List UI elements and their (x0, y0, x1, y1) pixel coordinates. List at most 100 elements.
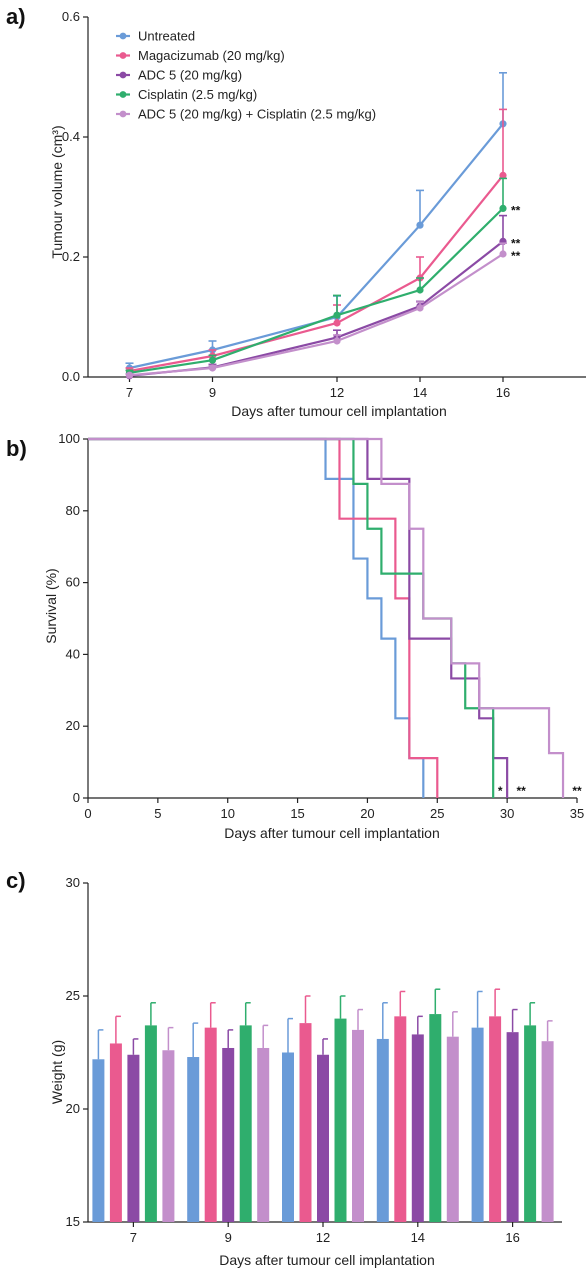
x-tick-label: 7 (126, 385, 133, 400)
x-tick-label: 0 (84, 806, 91, 821)
panel-a-label: a) (6, 4, 26, 29)
y-tick-label: 20 (66, 1101, 80, 1116)
data-point (208, 356, 217, 364)
bar (352, 1029, 364, 1222)
x-tick-label: 16 (505, 1230, 519, 1245)
bar (376, 1038, 389, 1222)
data-point (416, 221, 424, 229)
survival-curve (88, 437, 565, 798)
data-point (333, 319, 341, 327)
y-tick-label: 0.4 (62, 129, 80, 144)
panel-c-x-axis-label: Days after tumour cell implantation (219, 1252, 435, 1268)
x-tick-label: 9 (225, 1230, 232, 1245)
data-point (499, 171, 507, 179)
bar (92, 1059, 105, 1222)
panel-c-label: c) (6, 868, 26, 893)
panel-b-x-axis-label: Days after tumour cell implantation (224, 825, 440, 841)
y-tick-label: 40 (66, 646, 80, 661)
y-tick-label: 25 (66, 988, 80, 1003)
y-tick-label: 0 (73, 790, 80, 805)
y-tick-label: 15 (66, 1214, 80, 1229)
bar (411, 1034, 424, 1222)
panel-a-legend: Untreated Magacizumab (20 mg/kg) ADC 5 (20… (116, 29, 376, 122)
bar (239, 1025, 252, 1222)
legend-marker (119, 71, 127, 79)
x-tick-label: 15 (290, 806, 304, 821)
x-tick-label: 10 (220, 806, 234, 821)
bar (282, 1052, 294, 1222)
bar (257, 1047, 270, 1222)
bar (127, 1054, 140, 1222)
bar (489, 1016, 502, 1222)
y-tick-label: 0.2 (62, 249, 80, 264)
bar (471, 1027, 484, 1222)
x-tick-label: 5 (154, 806, 161, 821)
bar (541, 1041, 554, 1222)
bar (162, 1050, 175, 1222)
y-tick-label: 30 (66, 875, 80, 890)
y-tick-label: 80 (66, 503, 80, 518)
x-tick-label: 25 (430, 806, 444, 821)
data-point (333, 311, 341, 319)
x-tick-label: 20 (360, 806, 374, 821)
panel-a-axes: 0.0 0.2 0.4 0.6 7 9 12 14 16 (62, 9, 586, 400)
x-tick-label: 12 (330, 385, 344, 400)
bar (317, 1054, 329, 1222)
legend-marker (119, 110, 127, 118)
bar (524, 1025, 537, 1222)
panel-b-survival-chart: b) Survival (%) Days after tumour cell i… (6, 431, 584, 841)
bar (222, 1047, 235, 1222)
significance-marker: ** (511, 236, 521, 250)
legend-entry: Untreated (138, 29, 195, 44)
legend-entry: Magacizumab (20 mg/kg) (138, 48, 285, 63)
y-tick-label: 100 (58, 431, 80, 446)
panel-c-weight-chart: c) Weight (g) Days after tumour cell imp… (6, 868, 562, 1268)
data-point (416, 304, 424, 312)
significance-marker: ** (516, 784, 526, 798)
panel-c-plot-area (92, 988, 554, 1222)
data-point (208, 364, 217, 372)
panel-b-plot-area: * ** ** (88, 437, 582, 798)
panel-c-axes: 15 20 25 30 7 9 12 14 16 (66, 875, 562, 1245)
bar (446, 1036, 459, 1222)
y-tick-label: 0.6 (62, 9, 80, 24)
survival-curve (88, 437, 425, 798)
legend-entry: ADC 5 (20 mg/kg) + Cisplatin (2.5 mg/kg) (138, 107, 376, 122)
x-tick-label: 7 (130, 1230, 137, 1245)
bar (187, 1057, 200, 1222)
legend-marker (119, 52, 127, 59)
x-tick-label: 16 (496, 385, 510, 400)
legend-marker (119, 91, 127, 98)
bar (429, 1014, 442, 1222)
x-tick-label: 14 (411, 1230, 425, 1245)
data-point (499, 250, 507, 258)
bar (109, 1043, 122, 1222)
bar (334, 1018, 347, 1222)
panel-c-y-axis-label: Weight (g) (49, 1040, 65, 1104)
bar (506, 1032, 519, 1222)
bar (394, 1016, 407, 1222)
x-tick-label: 9 (209, 385, 216, 400)
significance-marker: ** (511, 203, 521, 217)
data-point (416, 286, 424, 294)
x-tick-label: 12 (316, 1230, 330, 1245)
bar (144, 1025, 157, 1222)
panel-a-x-axis-label: Days after tumour cell implantation (231, 403, 447, 419)
legend-entry: Cisplatin (2.5 mg/kg) (138, 87, 257, 102)
data-point (125, 371, 134, 379)
significance-marker: * (498, 784, 503, 798)
x-tick-label: 30 (500, 806, 514, 821)
panel-a-tumour-volume-chart: a) Tumour volume (cm³) Days after tumour… (6, 4, 586, 419)
legend-marker (119, 32, 127, 40)
x-tick-label: 14 (413, 385, 427, 400)
y-tick-label: 60 (66, 575, 80, 590)
bar (204, 1027, 217, 1222)
significance-marker: ** (572, 784, 582, 798)
y-tick-label: 20 (66, 718, 80, 733)
series-line (129, 253, 504, 377)
panel-b-y-axis-label: Survival (%) (43, 568, 59, 643)
panel-a-plot-area: ****** (125, 72, 521, 380)
panel-b-axes: 0 20 40 60 80 100 0 5 10 15 20 25 30 35 (58, 431, 584, 821)
panel-b-label: b) (6, 436, 27, 461)
